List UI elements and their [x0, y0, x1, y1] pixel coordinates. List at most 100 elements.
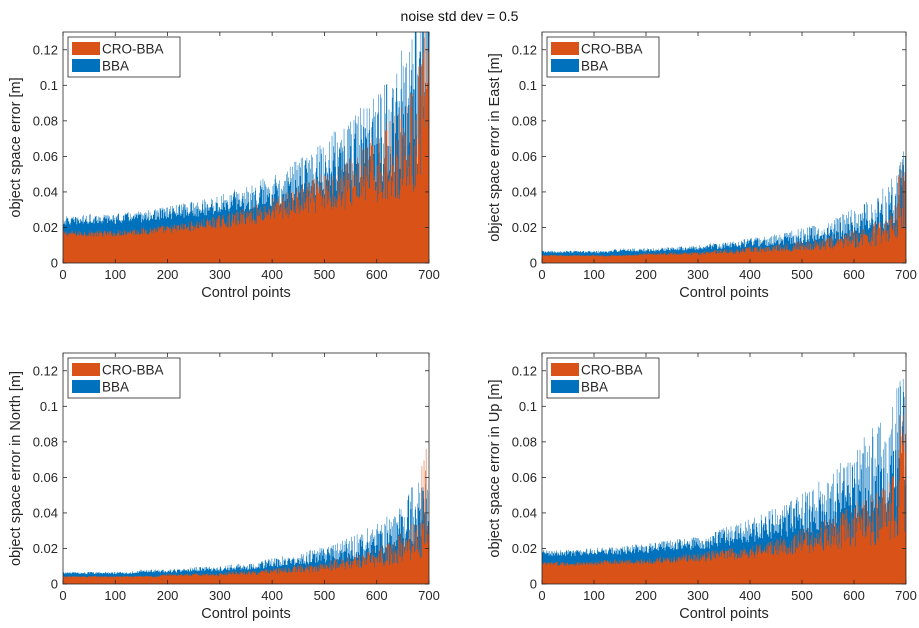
y-tick-label: 0.04 — [512, 505, 537, 520]
x-tick-label: 100 — [104, 588, 126, 603]
legend: CRO-BBA BBA — [546, 36, 660, 78]
y-tick-label: 0.04 — [33, 184, 58, 199]
bar-group — [542, 151, 906, 263]
axes-box — [62, 31, 430, 264]
y-tick-label: 0.12 — [33, 42, 58, 57]
bar-group — [542, 378, 906, 584]
x-tick-label: 100 — [583, 267, 605, 282]
y-tick-label: 0.06 — [512, 470, 537, 485]
axes-box — [541, 31, 907, 264]
axes-box — [62, 352, 430, 585]
legend-swatch-bba — [551, 59, 579, 72]
y-tick-label: 0.1 — [519, 78, 537, 93]
legend-swatch-cro-bba — [72, 42, 100, 55]
legend-label-cro-bba: CRO-BBA — [581, 363, 643, 378]
series-bars-bba — [542, 378, 906, 584]
legend-label-bba: BBA — [581, 380, 608, 395]
legend-swatch-bba — [72, 380, 100, 393]
legend-label-bba: BBA — [102, 59, 129, 74]
y-axis-label: object space error in East [m] — [487, 53, 503, 242]
x-tick-label: 100 — [104, 267, 126, 282]
y-tick-label: 0 — [530, 577, 537, 592]
legend: CRO-BBA BBA — [67, 357, 181, 399]
x-tick-label: 200 — [157, 267, 179, 282]
x-tick-label: 600 — [366, 588, 388, 603]
y-tick-label: 0.08 — [33, 434, 58, 449]
bar-group — [63, 448, 429, 584]
legend-swatch-bba — [72, 59, 100, 72]
y-tick-label: 0.1 — [40, 399, 58, 414]
legend: CRO-BBA BBA — [67, 36, 181, 78]
legend: CRO-BBA BBA — [546, 357, 660, 399]
y-tick-label: 0 — [51, 577, 58, 592]
chart-panel-up: 0 100 200 300 400 500 600 700 0 0.02 0.04 0.06 0.08 0… — [487, 352, 917, 622]
y-tick-label: 0.06 — [33, 149, 58, 164]
x-tick-label: 200 — [635, 588, 657, 603]
x-tick-label: 500 — [314, 267, 336, 282]
series-bars-cro-bba — [63, 32, 429, 263]
legend-swatch-bba — [551, 380, 579, 393]
y-tick-label: 0.06 — [512, 149, 537, 164]
y-tick-label: 0.08 — [512, 434, 537, 449]
x-tick-label: 100 — [583, 588, 605, 603]
legend-label-cro-bba: CRO-BBA — [102, 42, 164, 57]
x-tick-label: 400 — [739, 267, 761, 282]
x-tick-label: 700 — [895, 588, 917, 603]
chart-panel-overall: 0 100 200 300 400 500 600 700 0 0.02 0.04 0.06 0.08 0… — [8, 31, 440, 301]
x-tick-label: 600 — [843, 267, 865, 282]
y-tick-label: 0.12 — [512, 363, 537, 378]
y-tick-label: 0.06 — [33, 470, 58, 485]
y-axis-label: object space error [m] — [8, 77, 24, 217]
legend-label-cro-bba: CRO-BBA — [581, 42, 643, 57]
y-tick-label: 0.12 — [512, 42, 537, 57]
y-tick-label: 0 — [530, 256, 537, 271]
bar-group — [63, 32, 429, 263]
chart-panel-east: 0 100 200 300 400 500 600 700 0 0.02 0.04 0.06 0.08 0… — [487, 31, 917, 301]
x-tick-label: 300 — [209, 267, 231, 282]
y-tick-label: 0.08 — [33, 113, 58, 128]
legend-swatch-cro-bba — [551, 363, 579, 376]
x-tick-label: 600 — [843, 588, 865, 603]
y-axis-label: object space error in North [m] — [8, 371, 24, 566]
x-axis-label: Control points — [201, 285, 290, 301]
y-tick-label: 0.02 — [512, 220, 537, 235]
y-tick-label: 0.04 — [512, 184, 537, 199]
y-tick-label: 0.1 — [519, 399, 537, 414]
axes-box — [541, 352, 907, 585]
y-tick-label: 0.02 — [33, 220, 58, 235]
chart-panel-north: 0 100 200 300 400 500 600 700 0 0.02 0.04 0.06 0.08 0… — [8, 352, 440, 622]
series-bars-bba — [63, 477, 429, 584]
legend-label-bba: BBA — [102, 380, 129, 395]
figure-title: noise std dev = 0.5 — [400, 8, 519, 24]
x-tick-label: 400 — [739, 588, 761, 603]
y-tick-label: 0.04 — [33, 505, 58, 520]
x-tick-label: 300 — [687, 267, 709, 282]
legend-label-cro-bba: CRO-BBA — [102, 363, 164, 378]
y-axis-label: object space error in Up [m] — [487, 379, 503, 557]
x-tick-label: 200 — [157, 588, 179, 603]
series-bars-cro-bba — [542, 162, 906, 263]
legend-swatch-cro-bba — [551, 42, 579, 55]
x-tick-label: 500 — [314, 588, 336, 603]
x-tick-label: 200 — [635, 267, 657, 282]
series-bars-cro-bba — [542, 414, 906, 584]
y-tick-label: 0.02 — [33, 541, 58, 556]
x-tick-label: 0 — [59, 588, 66, 603]
legend-swatch-cro-bba — [72, 363, 100, 376]
y-tick-label: 0.08 — [512, 113, 537, 128]
x-tick-label: 0 — [59, 267, 66, 282]
y-tick-label: 0.1 — [40, 78, 58, 93]
x-tick-label: 500 — [791, 588, 813, 603]
y-tick-label: 0.02 — [512, 541, 537, 556]
x-tick-label: 400 — [261, 267, 283, 282]
x-axis-label: Control points — [679, 606, 768, 622]
y-tick-label: 0 — [51, 256, 58, 271]
x-axis-label: Control points — [679, 285, 768, 301]
x-axis-label: Control points — [201, 606, 290, 622]
x-tick-label: 300 — [687, 588, 709, 603]
x-tick-label: 700 — [895, 267, 917, 282]
x-tick-label: 0 — [538, 267, 545, 282]
y-tick-label: 0.12 — [33, 363, 58, 378]
